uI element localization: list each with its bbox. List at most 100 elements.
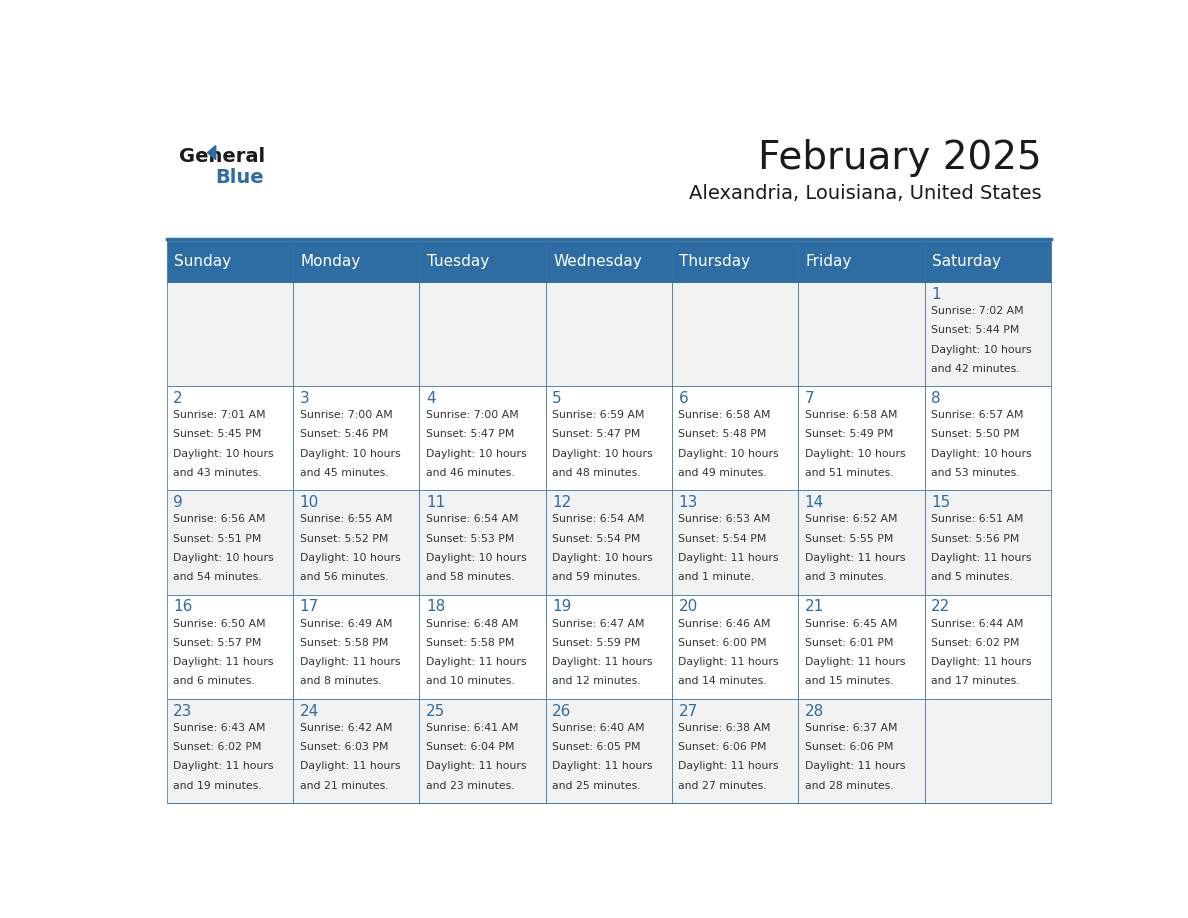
Text: 24: 24 <box>299 703 318 719</box>
Bar <box>545 595 672 699</box>
Text: and 48 minutes.: and 48 minutes. <box>552 468 640 478</box>
Text: Sunset: 6:02 PM: Sunset: 6:02 PM <box>931 638 1019 648</box>
Text: Daylight: 10 hours: Daylight: 10 hours <box>552 449 652 459</box>
Text: Sunset: 6:05 PM: Sunset: 6:05 PM <box>552 742 640 752</box>
Text: Sunrise: 6:59 AM: Sunrise: 6:59 AM <box>552 410 645 420</box>
Text: Sunset: 5:58 PM: Sunset: 5:58 PM <box>425 638 514 648</box>
Text: Daylight: 10 hours: Daylight: 10 hours <box>425 449 526 459</box>
Text: and 58 minutes.: and 58 minutes. <box>425 572 514 582</box>
Text: Sunset: 5:48 PM: Sunset: 5:48 PM <box>678 430 766 440</box>
Text: Friday: Friday <box>805 254 852 269</box>
Text: Sunrise: 7:00 AM: Sunrise: 7:00 AM <box>425 410 519 420</box>
Text: Sunrise: 6:54 AM: Sunrise: 6:54 AM <box>425 514 518 524</box>
Text: Sunrise: 6:48 AM: Sunrise: 6:48 AM <box>425 619 518 629</box>
Text: Sunrise: 6:58 AM: Sunrise: 6:58 AM <box>678 410 771 420</box>
Text: 13: 13 <box>678 495 697 510</box>
Bar <box>672 386 798 490</box>
Text: Wednesday: Wednesday <box>554 254 642 269</box>
Text: 23: 23 <box>173 703 192 719</box>
Text: Sunrise: 6:58 AM: Sunrise: 6:58 AM <box>804 410 897 420</box>
Text: 15: 15 <box>931 495 950 510</box>
Text: Daylight: 10 hours: Daylight: 10 hours <box>299 449 400 459</box>
Text: 11: 11 <box>425 495 446 510</box>
Text: Sunrise: 6:45 AM: Sunrise: 6:45 AM <box>804 619 897 629</box>
Text: Sunset: 5:54 PM: Sunset: 5:54 PM <box>678 533 766 543</box>
Text: 9: 9 <box>173 495 183 510</box>
Bar <box>924 241 1051 282</box>
Text: Sunset: 5:45 PM: Sunset: 5:45 PM <box>173 430 261 440</box>
Bar <box>924 490 1051 595</box>
Text: 14: 14 <box>804 495 824 510</box>
Text: Daylight: 11 hours: Daylight: 11 hours <box>425 761 526 771</box>
Text: and 25 minutes.: and 25 minutes. <box>552 780 640 790</box>
Text: Sunset: 6:06 PM: Sunset: 6:06 PM <box>678 742 767 752</box>
Text: 6: 6 <box>678 391 688 406</box>
Text: and 23 minutes.: and 23 minutes. <box>425 780 514 790</box>
Text: 8: 8 <box>931 391 941 406</box>
Polygon shape <box>208 145 216 160</box>
Text: 18: 18 <box>425 599 446 614</box>
Text: Daylight: 10 hours: Daylight: 10 hours <box>678 449 779 459</box>
Text: and 43 minutes.: and 43 minutes. <box>173 468 263 478</box>
Text: 3: 3 <box>299 391 309 406</box>
Text: Sunday: Sunday <box>175 254 232 269</box>
Bar <box>798 699 924 803</box>
Text: Sunrise: 6:49 AM: Sunrise: 6:49 AM <box>299 619 392 629</box>
Text: Sunrise: 6:41 AM: Sunrise: 6:41 AM <box>425 722 518 733</box>
Bar <box>798 282 924 386</box>
Text: Sunset: 6:06 PM: Sunset: 6:06 PM <box>804 742 893 752</box>
Text: Daylight: 11 hours: Daylight: 11 hours <box>678 553 779 563</box>
Text: Saturday: Saturday <box>931 254 1000 269</box>
Bar <box>672 595 798 699</box>
Bar <box>293 386 419 490</box>
Text: and 45 minutes.: and 45 minutes. <box>299 468 388 478</box>
Text: Thursday: Thursday <box>680 254 751 269</box>
Text: Daylight: 11 hours: Daylight: 11 hours <box>804 553 905 563</box>
Text: 16: 16 <box>173 599 192 614</box>
Text: Daylight: 11 hours: Daylight: 11 hours <box>173 761 274 771</box>
Text: 5: 5 <box>552 391 562 406</box>
Text: and 49 minutes.: and 49 minutes. <box>678 468 767 478</box>
Text: Sunset: 5:47 PM: Sunset: 5:47 PM <box>425 430 514 440</box>
Text: Sunrise: 6:43 AM: Sunrise: 6:43 AM <box>173 722 266 733</box>
Text: Daylight: 10 hours: Daylight: 10 hours <box>173 449 274 459</box>
Text: Sunrise: 6:55 AM: Sunrise: 6:55 AM <box>299 514 392 524</box>
Text: Sunrise: 7:02 AM: Sunrise: 7:02 AM <box>931 306 1024 316</box>
Bar <box>798 386 924 490</box>
Text: Sunset: 5:56 PM: Sunset: 5:56 PM <box>931 533 1019 543</box>
Text: Sunrise: 6:51 AM: Sunrise: 6:51 AM <box>931 514 1024 524</box>
Bar <box>419 699 545 803</box>
Text: Sunset: 5:57 PM: Sunset: 5:57 PM <box>173 638 261 648</box>
Bar <box>293 490 419 595</box>
Text: Sunrise: 7:01 AM: Sunrise: 7:01 AM <box>173 410 266 420</box>
Text: Sunset: 6:04 PM: Sunset: 6:04 PM <box>425 742 514 752</box>
Text: General: General <box>179 147 265 165</box>
Text: 17: 17 <box>299 599 318 614</box>
Text: Daylight: 10 hours: Daylight: 10 hours <box>173 553 274 563</box>
Text: Daylight: 11 hours: Daylight: 11 hours <box>425 657 526 667</box>
Bar <box>924 386 1051 490</box>
Text: Sunrise: 6:42 AM: Sunrise: 6:42 AM <box>299 722 392 733</box>
Text: Daylight: 10 hours: Daylight: 10 hours <box>299 553 400 563</box>
Text: and 5 minutes.: and 5 minutes. <box>931 572 1012 582</box>
Bar <box>419 490 545 595</box>
Text: Sunset: 5:52 PM: Sunset: 5:52 PM <box>299 533 388 543</box>
Text: Blue: Blue <box>215 168 264 186</box>
Text: Daylight: 11 hours: Daylight: 11 hours <box>678 761 779 771</box>
Text: and 12 minutes.: and 12 minutes. <box>552 677 640 687</box>
Text: Daylight: 11 hours: Daylight: 11 hours <box>931 553 1031 563</box>
Text: 26: 26 <box>552 703 571 719</box>
Bar <box>798 490 924 595</box>
Bar <box>545 490 672 595</box>
Text: and 28 minutes.: and 28 minutes. <box>804 780 893 790</box>
Bar <box>166 282 293 386</box>
Text: and 3 minutes.: and 3 minutes. <box>804 572 886 582</box>
Bar <box>672 699 798 803</box>
Text: Sunset: 5:51 PM: Sunset: 5:51 PM <box>173 533 261 543</box>
Text: 27: 27 <box>678 703 697 719</box>
Bar <box>545 282 672 386</box>
Bar <box>545 241 672 282</box>
Bar <box>166 595 293 699</box>
Text: and 6 minutes.: and 6 minutes. <box>173 677 255 687</box>
Text: Daylight: 10 hours: Daylight: 10 hours <box>931 449 1031 459</box>
